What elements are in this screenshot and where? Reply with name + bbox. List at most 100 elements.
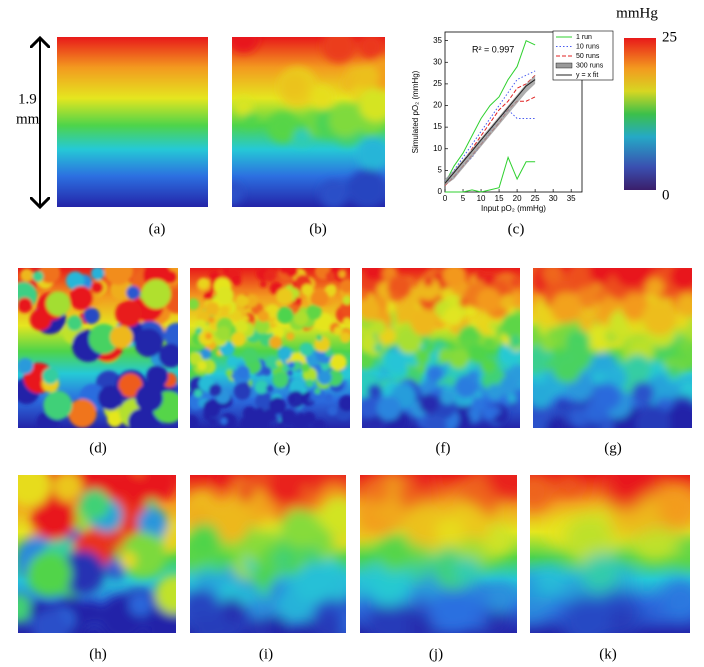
heatmap-blob xyxy=(325,271,335,281)
heatmap-blob xyxy=(546,417,565,428)
y-tick-label: 0 xyxy=(438,187,443,196)
heatmap-blob xyxy=(276,306,294,324)
heatmap-blob xyxy=(267,111,299,143)
heatmap-blob xyxy=(254,380,269,394)
heatmap-blob xyxy=(190,414,199,428)
heatmap-blob xyxy=(373,343,384,353)
heatmap-blob xyxy=(242,315,249,322)
heatmap-blob xyxy=(506,393,517,404)
heatmap-blob xyxy=(299,342,314,357)
heatmap-blob xyxy=(326,369,344,387)
colorbar xyxy=(624,38,656,190)
heatmap-blob xyxy=(212,557,227,573)
heatmap-blob xyxy=(322,37,356,63)
heatmap-blob xyxy=(674,314,690,329)
heatmap-blob xyxy=(29,308,52,331)
heatmap-blob xyxy=(42,367,59,385)
heatmap-blob xyxy=(141,279,172,309)
heatmap-blob xyxy=(297,412,304,419)
heatmap-blob xyxy=(247,617,273,633)
heatmap-blob xyxy=(276,360,283,367)
heatmap-texture xyxy=(533,268,692,428)
heatmap-blob xyxy=(416,276,441,301)
heatmap-blob xyxy=(235,294,249,308)
y-tick-label: 30 xyxy=(433,57,442,66)
heatmap-blob xyxy=(158,343,178,368)
series-line xyxy=(444,79,536,184)
heatmap-blob xyxy=(277,346,292,361)
heatmap-blob xyxy=(282,365,289,373)
heatmap-blob xyxy=(112,475,132,491)
heatmap-blob xyxy=(424,415,448,428)
heatmap-blob xyxy=(32,270,44,282)
heatmap-blob xyxy=(190,523,221,556)
heatmap-blob xyxy=(593,382,621,411)
heatmap-blob xyxy=(31,496,77,541)
heatmap-blob xyxy=(320,612,343,633)
heatmap-blob xyxy=(324,284,337,297)
heatmap-blob xyxy=(245,294,259,308)
heatmap-blob xyxy=(205,332,212,340)
heatmap-texture xyxy=(190,475,346,633)
x-tick-label: 5 xyxy=(461,194,466,203)
heatmap-blob xyxy=(260,280,267,288)
heatmap-blob xyxy=(339,279,350,293)
heatmap-blob xyxy=(154,482,173,500)
heatmap-blob xyxy=(208,501,251,544)
heatmap-panel xyxy=(190,268,350,428)
heatmap-blob xyxy=(448,347,470,369)
heatmap-texture xyxy=(18,268,178,428)
heatmap-blob xyxy=(386,352,408,373)
heatmap-blob xyxy=(542,268,564,284)
heatmap-blob xyxy=(225,369,233,377)
heatmap-blob xyxy=(243,113,258,128)
heatmap-blob xyxy=(362,352,374,370)
heatmap-blob xyxy=(533,382,554,409)
heatmap-blob xyxy=(364,268,381,281)
heatmap-blob xyxy=(222,603,243,624)
heatmap-blob xyxy=(18,594,33,623)
heatmap-blob xyxy=(362,289,369,300)
heatmap-blob xyxy=(341,76,356,91)
heatmap-panel xyxy=(360,475,517,633)
heatmap-panel xyxy=(18,475,176,633)
heatmap-blob xyxy=(135,384,164,412)
heatmap-blob xyxy=(195,327,203,335)
heatmap-blob xyxy=(277,421,285,428)
heatmap-blob xyxy=(363,416,385,428)
legend-label: 10 runs xyxy=(576,43,600,50)
panel-label: (h) xyxy=(89,646,107,662)
heatmap-blob xyxy=(231,275,242,286)
heatmap-blob xyxy=(533,565,565,598)
heatmap-blob xyxy=(631,381,655,405)
y-tick-label: 10 xyxy=(433,144,442,153)
heatmap-blob xyxy=(376,534,414,572)
heatmap-blob xyxy=(294,563,335,604)
heatmap-blob xyxy=(222,268,229,274)
panel-label: (e) xyxy=(274,440,291,456)
heatmap-blob xyxy=(226,355,238,367)
heatmap-blob xyxy=(254,318,270,334)
heatmap-blob xyxy=(266,273,273,281)
panel-label: (j) xyxy=(429,646,443,662)
heatmap-blob xyxy=(60,550,105,595)
heatmap-blob xyxy=(486,607,513,633)
legend-label: 50 runs xyxy=(576,53,600,60)
heatmap-blob xyxy=(342,295,350,305)
heatmap-blob xyxy=(320,496,346,535)
heatmap-blob xyxy=(624,354,652,382)
heatmap-blob xyxy=(231,332,246,347)
heatmap-blob xyxy=(488,321,499,332)
heatmap-blob xyxy=(209,418,217,426)
y-tick-label: 5 xyxy=(438,165,443,174)
heatmap-blob xyxy=(190,575,199,590)
heatmap-blob xyxy=(232,182,244,205)
heatmap-blob xyxy=(98,385,123,411)
heatmap-blob xyxy=(366,478,391,504)
heatmap-blob xyxy=(501,313,520,339)
heatmap-blob xyxy=(88,323,119,354)
heatmap-blob xyxy=(413,597,430,615)
heatmap-blob xyxy=(107,411,123,427)
heatmap-blob xyxy=(103,268,133,285)
heatmap-blob xyxy=(242,348,258,364)
